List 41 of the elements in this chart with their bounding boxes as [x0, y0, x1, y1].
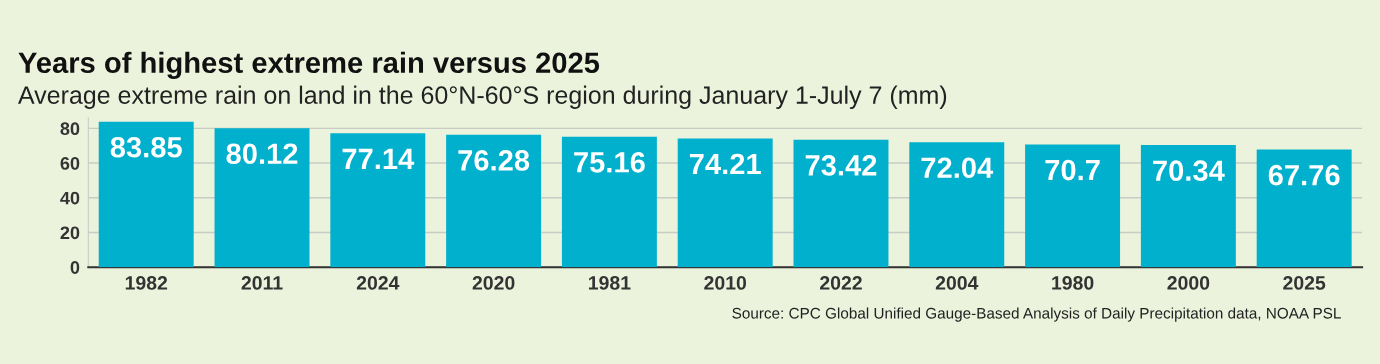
- data-label: 72.04: [921, 157, 994, 179]
- x-tick-label: 2011: [241, 276, 283, 290]
- data-label: 67.76: [1268, 164, 1340, 186]
- y-tick-label: 60: [60, 156, 80, 170]
- x-tick-label: 1981: [588, 276, 631, 290]
- bar: [98, 121, 194, 268]
- y-tick-label: 80: [60, 122, 80, 136]
- data-label: 73.42: [805, 155, 877, 176]
- x-tick-label: 2000: [1167, 276, 1210, 290]
- data-label: 75.16: [574, 152, 645, 173]
- data-label: 80.12: [226, 143, 298, 165]
- bar: [793, 139, 889, 268]
- data-label: 70.7: [1045, 159, 1100, 181]
- bar: [1025, 144, 1121, 268]
- x-tick-label: 2010: [704, 276, 747, 290]
- x-tick-label: 1982: [125, 276, 168, 290]
- chart-title: Years of highest extreme rain versus 2025: [18, 51, 600, 79]
- source-note: Source: CPC Global Unified Gauge-Based Analysis of Daily Precipitation data, NOAA PSL: [732, 307, 1341, 322]
- bar: [214, 128, 310, 268]
- x-tick-label: 2024: [356, 276, 400, 290]
- data-label: 70.34: [1153, 160, 1225, 182]
- bar: [677, 138, 773, 268]
- bar: [561, 136, 657, 268]
- bar: [1256, 149, 1352, 268]
- x-tick-label: 2004: [935, 276, 979, 290]
- y-tick-label: 0: [70, 261, 80, 274]
- bar: [330, 133, 426, 268]
- x-tick-label: 2022: [820, 276, 862, 290]
- y-tick-label: 40: [60, 191, 80, 205]
- bar: [446, 134, 542, 268]
- chart-subtitle: Average extreme rain on land in the 60°N-60°S region during January 1-July 7 (mm): [17, 85, 947, 109]
- bar: [909, 142, 1005, 268]
- x-tick-label: 1980: [1052, 276, 1094, 290]
- x-tick-label: 2020: [472, 276, 515, 290]
- bar: [1140, 145, 1236, 268]
- data-label: 83.85: [110, 136, 182, 158]
- data-label: 74.21: [689, 153, 761, 175]
- data-label: 77.14: [342, 148, 415, 169]
- data-label: 76.28: [458, 150, 530, 171]
- x-tick-label: 2025: [1283, 276, 1326, 290]
- y-tick-label: 20: [60, 226, 80, 240]
